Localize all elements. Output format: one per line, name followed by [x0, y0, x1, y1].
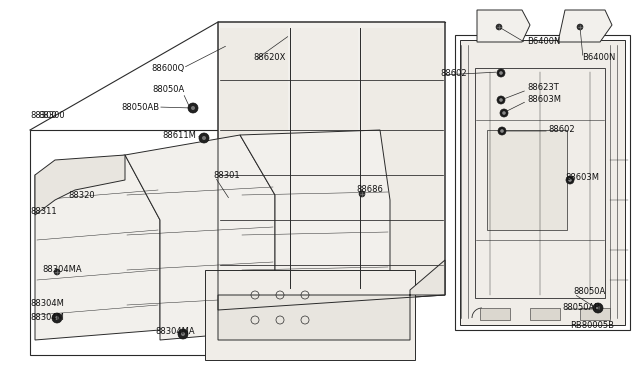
Polygon shape: [240, 130, 390, 340]
Text: 88300: 88300: [30, 112, 56, 121]
Circle shape: [498, 127, 506, 135]
Polygon shape: [558, 10, 612, 42]
Circle shape: [593, 303, 603, 313]
Circle shape: [596, 306, 600, 310]
Text: B6400N: B6400N: [527, 38, 561, 46]
Polygon shape: [362, 28, 443, 288]
Circle shape: [566, 176, 574, 184]
Text: 88311: 88311: [30, 208, 56, 217]
Bar: [530, 308, 560, 320]
Polygon shape: [477, 10, 530, 42]
Polygon shape: [218, 22, 445, 310]
Circle shape: [497, 69, 505, 77]
Circle shape: [497, 96, 505, 104]
Text: 88304MA: 88304MA: [155, 327, 195, 337]
Circle shape: [54, 269, 60, 275]
Text: 88611M: 88611M: [162, 131, 196, 140]
Circle shape: [202, 136, 206, 140]
Text: 88304M: 88304M: [30, 298, 64, 308]
Circle shape: [568, 178, 572, 182]
Polygon shape: [125, 135, 275, 340]
Circle shape: [499, 71, 503, 75]
Polygon shape: [35, 155, 125, 215]
Circle shape: [496, 24, 502, 30]
Circle shape: [500, 129, 504, 133]
Text: RB80005B: RB80005B: [570, 321, 614, 330]
Circle shape: [181, 332, 185, 336]
Polygon shape: [460, 40, 625, 325]
Text: 88050A: 88050A: [573, 288, 605, 296]
Circle shape: [55, 316, 59, 320]
Circle shape: [359, 191, 365, 197]
Text: 88602: 88602: [548, 125, 575, 135]
Circle shape: [502, 111, 506, 115]
Bar: [580, 308, 610, 320]
Circle shape: [52, 313, 62, 323]
Polygon shape: [35, 155, 160, 340]
Bar: [480, 308, 510, 320]
Text: 88623T: 88623T: [527, 83, 559, 93]
Text: 88620X: 88620X: [253, 52, 285, 61]
Text: 88050A: 88050A: [153, 86, 185, 94]
Circle shape: [199, 133, 209, 143]
Text: 88050AB: 88050AB: [122, 103, 160, 112]
Circle shape: [499, 98, 503, 102]
Circle shape: [191, 106, 195, 110]
Circle shape: [577, 24, 583, 30]
Text: 88301: 88301: [213, 171, 239, 180]
Bar: [30, 130, 410, 355]
Circle shape: [500, 109, 508, 117]
Text: 88300: 88300: [38, 112, 65, 121]
Text: 88602: 88602: [440, 68, 467, 77]
Text: 88050AB: 88050AB: [562, 304, 600, 312]
Text: B6400N: B6400N: [582, 52, 616, 61]
Text: 88320: 88320: [68, 190, 95, 199]
Text: 88600Q: 88600Q: [152, 64, 185, 73]
Bar: [487, 130, 567, 230]
Bar: [475, 68, 605, 298]
Polygon shape: [220, 28, 288, 288]
Bar: [455, 35, 630, 330]
Polygon shape: [205, 270, 415, 360]
Circle shape: [178, 329, 188, 339]
Circle shape: [188, 103, 198, 113]
Polygon shape: [292, 28, 358, 288]
Text: 88603M: 88603M: [527, 96, 561, 105]
Text: 88304M: 88304M: [30, 314, 64, 323]
Text: 88304MA: 88304MA: [42, 266, 82, 275]
Text: 88603M: 88603M: [565, 173, 599, 183]
Polygon shape: [218, 260, 445, 340]
Text: 88686: 88686: [356, 186, 383, 195]
